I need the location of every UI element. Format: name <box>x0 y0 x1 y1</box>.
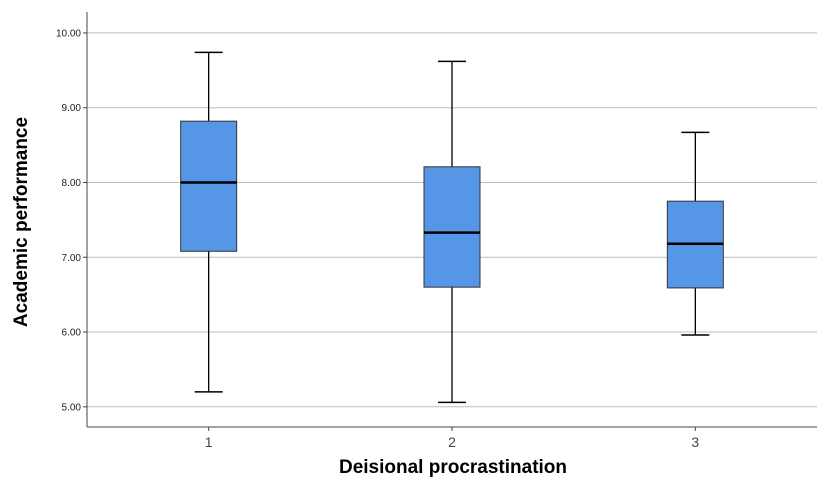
y-tick-label: 7.00 <box>62 253 82 264</box>
x-tick-label: 1 <box>205 434 213 450</box>
iqr-box <box>423 166 481 288</box>
box-group-1 <box>180 51 238 393</box>
y-tick-label: 10.00 <box>56 28 81 39</box>
tick-labels: 5.00 6.00 7.00 8.00 9.00 10.00 1 2 3 <box>56 28 699 450</box>
x-tick-label: 2 <box>448 434 456 450</box>
box-group-3 <box>666 131 724 336</box>
y-tick-label: 8.00 <box>62 178 82 189</box>
y-tick-label: 9.00 <box>62 103 82 114</box>
box-group-2 <box>423 60 481 404</box>
box-plot-series <box>180 51 724 404</box>
x-tick-label: 3 <box>691 434 699 450</box>
x-axis-title: Deisional procrastination <box>339 457 567 478</box>
y-tick-label: 5.00 <box>62 402 82 413</box>
y-axis-title: Academic performance <box>11 117 32 327</box>
y-tick-label: 6.00 <box>62 328 82 339</box>
iqr-box <box>180 120 238 252</box>
